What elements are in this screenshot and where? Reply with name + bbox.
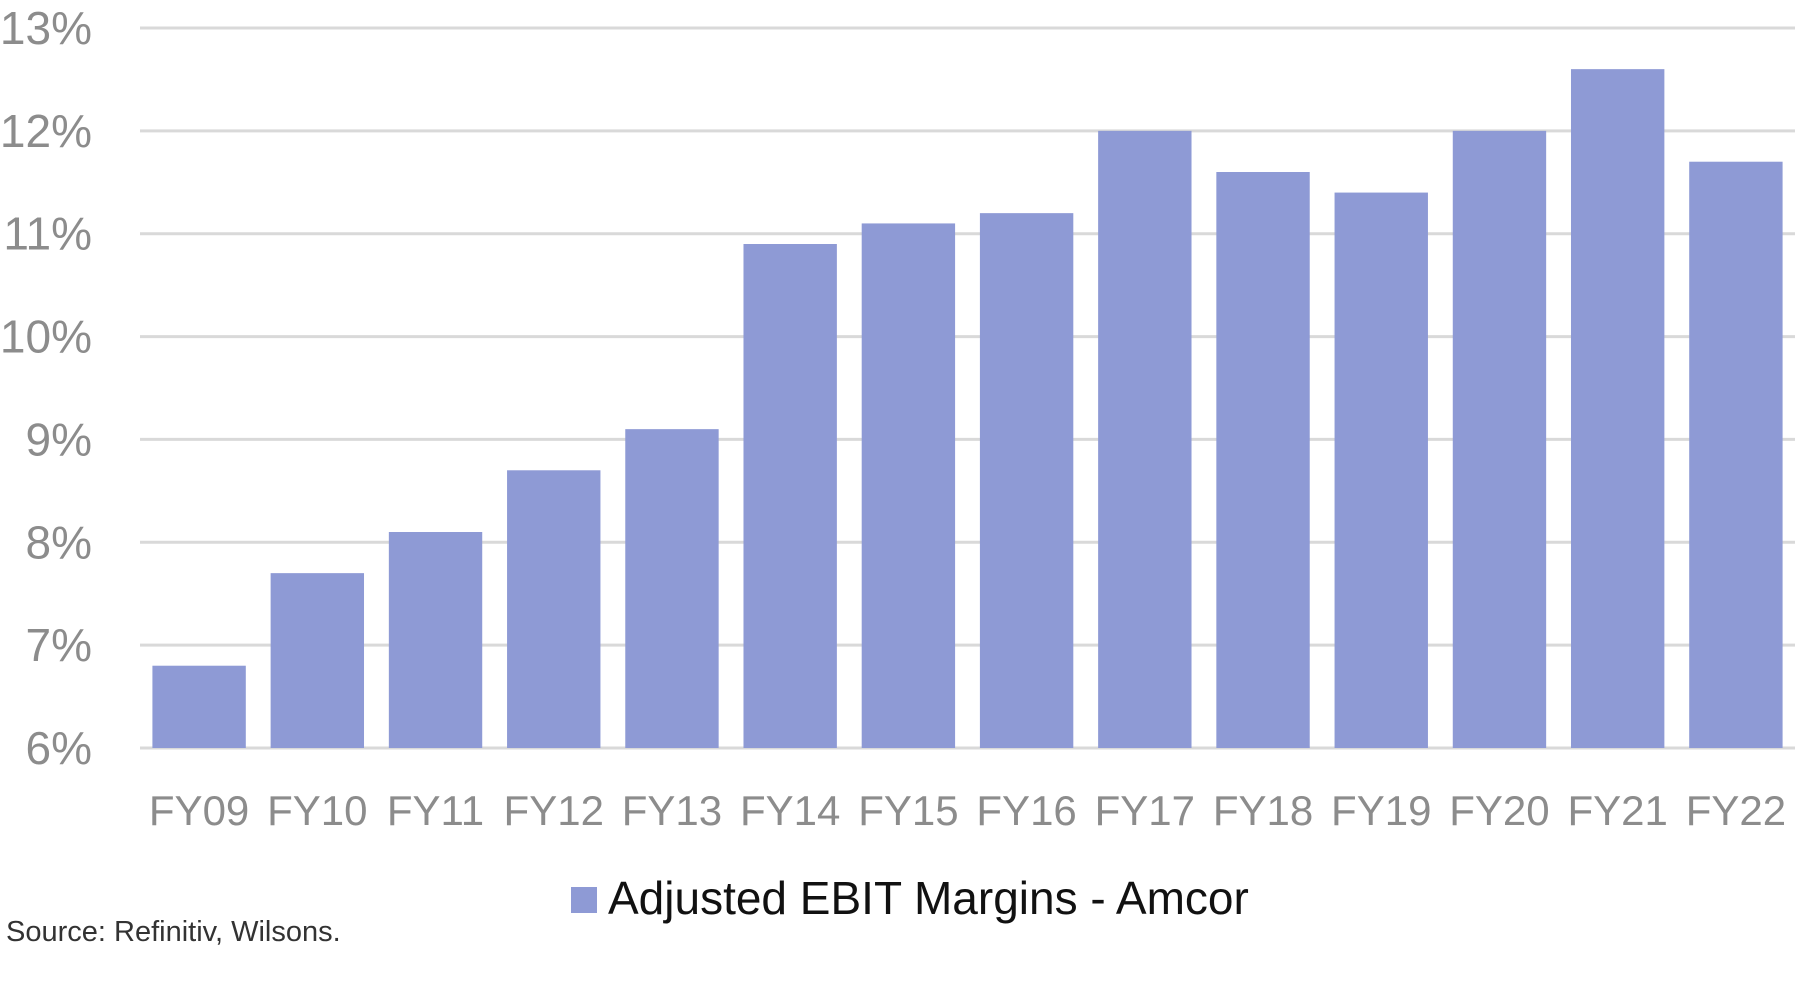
bar-fy16 <box>979 213 1074 749</box>
bar-fy11 <box>388 532 483 748</box>
x-tick-label: FY18 <box>1213 787 1313 834</box>
bar-fy15 <box>861 223 956 748</box>
bar-fy13 <box>625 429 719 748</box>
bar-fy21 <box>1570 69 1665 748</box>
y-tick-label: 9% <box>26 413 92 465</box>
x-tick-label: FY09 <box>149 787 249 834</box>
bar-fy12 <box>507 470 601 748</box>
bar-fy19 <box>1334 192 1428 749</box>
bar-fy20 <box>1452 130 1547 748</box>
x-tick-label: FY21 <box>1567 787 1667 834</box>
y-tick-label: 6% <box>26 722 92 774</box>
bar-fy17 <box>1098 130 1192 748</box>
x-axis-tick-labels: FY09 FY10 FY11 FY12 FY13 FY14 FY15 FY16 FY17 FY18… <box>149 787 1786 834</box>
bar-fy10 <box>270 573 365 748</box>
y-tick-label: 13% <box>0 2 92 54</box>
x-tick-label: FY14 <box>740 787 840 834</box>
x-tick-label: FY12 <box>504 787 604 834</box>
bar-fy18 <box>1216 172 1310 748</box>
legend: Adjusted EBIT Margins - Amcor <box>571 872 1249 924</box>
y-tick-label: 7% <box>26 619 92 671</box>
x-tick-label: FY17 <box>1095 787 1195 834</box>
legend-swatch <box>571 887 597 913</box>
legend-label: Adjusted EBIT Margins - Amcor <box>608 872 1249 924</box>
gridlines <box>140 26 1795 750</box>
x-tick-label: FY11 <box>387 787 484 834</box>
bar-fy14 <box>743 244 837 748</box>
x-tick-label: FY19 <box>1331 787 1431 834</box>
bar-fy22 <box>1689 161 1783 748</box>
bar-fy09 <box>152 665 246 748</box>
x-tick-label: FY15 <box>858 787 958 834</box>
x-tick-label: FY16 <box>976 787 1076 834</box>
y-tick-label: 8% <box>26 516 92 568</box>
x-tick-label: FY10 <box>267 787 367 834</box>
source-note: Source: Refinitiv, Wilsons. <box>6 916 341 948</box>
y-tick-label: 10% <box>0 311 92 363</box>
x-tick-label: FY13 <box>622 787 722 834</box>
y-tick-label: 11% <box>3 208 92 260</box>
x-tick-label: FY22 <box>1686 787 1786 834</box>
bars <box>152 69 1783 749</box>
y-axis-tick-labels: 6% 7% 8% 9% 10% 11% 12% 13% <box>0 2 92 774</box>
x-tick-label: FY20 <box>1449 787 1549 834</box>
y-tick-label: 12% <box>0 105 92 157</box>
